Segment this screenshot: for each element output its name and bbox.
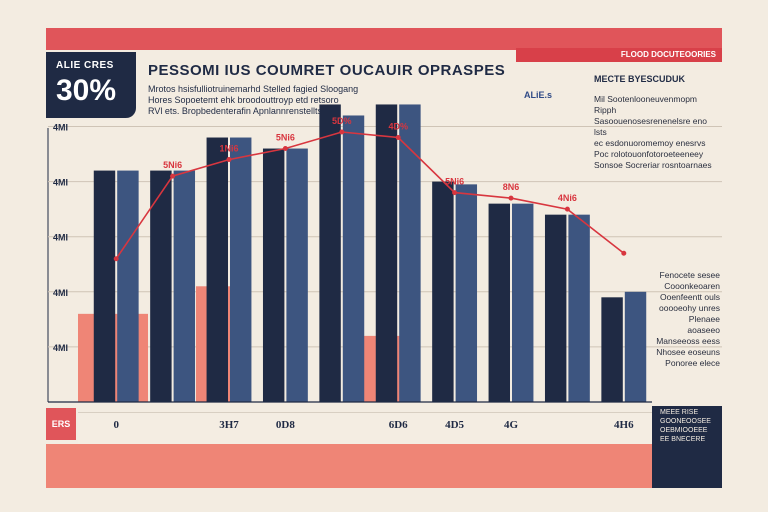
trend-point bbox=[508, 195, 514, 201]
annotation-line: ec esdonuoromemoy enesrvs bbox=[594, 138, 706, 148]
data-label: 8N6 bbox=[503, 182, 520, 192]
bar-primary bbox=[206, 137, 228, 402]
footer-band bbox=[46, 444, 652, 488]
annotation-line: Nhosee eoseuns bbox=[656, 347, 720, 357]
badge-value: 30% bbox=[56, 74, 117, 107]
trend-line bbox=[115, 131, 625, 260]
bar-secondary bbox=[568, 214, 590, 402]
data-label: 5Ni6 bbox=[163, 160, 182, 170]
data-label: 5Ni6 bbox=[445, 177, 464, 187]
trend-point bbox=[170, 173, 176, 179]
footer-info-box bbox=[652, 406, 722, 488]
bar-secondary bbox=[624, 291, 647, 402]
annotation-top-right: Mil Sootenlooneuvenmopm Ripph Sasoouenos… bbox=[594, 94, 720, 171]
annotation-right-mid: Fenocete sesee Cooonkeoaren Ooenfeentt o… bbox=[654, 270, 720, 369]
subtitle-line-1: Mrotos hsisfulliotruinemarhd Stelled fag… bbox=[148, 84, 359, 94]
annotation-line: Poc rolotouonfotoroeteeneey bbox=[594, 149, 704, 159]
badge-label: ALIE CRES bbox=[56, 60, 114, 71]
bar-primary bbox=[262, 148, 285, 402]
bar-secondary bbox=[230, 137, 252, 402]
trend-point bbox=[339, 129, 345, 135]
bar-secondary bbox=[399, 104, 421, 403]
footer-info-text: MEEE RISE GOONEOOSEE OEBMIOOEEE EE BNECE… bbox=[660, 408, 716, 444]
y-tick-label: 4MI bbox=[53, 123, 68, 133]
bar-secondary bbox=[173, 170, 196, 402]
bar-secondary bbox=[512, 203, 534, 402]
annotation-line: Plenaee aoaseeo bbox=[687, 314, 720, 335]
bar-primary bbox=[432, 181, 454, 402]
bar-secondary bbox=[342, 115, 365, 402]
x-tick-label: 4D5 bbox=[445, 419, 464, 431]
bar-annotation-label: ALiE.s bbox=[524, 90, 552, 100]
bar-primary bbox=[544, 214, 567, 402]
x-axis-band bbox=[78, 412, 652, 445]
bar-primary bbox=[375, 104, 398, 403]
x-tick-label: 0D8 bbox=[276, 419, 295, 431]
x-tick-label: 4H6 bbox=[614, 419, 634, 431]
header-band bbox=[46, 28, 722, 50]
x-tick-label: 4G bbox=[504, 419, 519, 431]
y-tick-label: 4MI bbox=[53, 233, 68, 243]
annotation-line: Sasoouenosesrenenelsre eno lsts bbox=[594, 116, 707, 137]
annotation-line: Ponoree elece bbox=[665, 358, 720, 368]
bar-primary bbox=[93, 170, 116, 402]
annotation-line: Manseeoss eess bbox=[656, 336, 720, 346]
footer-info-line: GOONEOOSEE bbox=[660, 418, 711, 425]
data-label: 5Ni6 bbox=[276, 133, 295, 143]
data-label: 1Ni6 bbox=[219, 144, 238, 154]
trend-point bbox=[452, 190, 458, 196]
x-tick-label: 0 bbox=[113, 419, 119, 431]
footer-info-line: MEEE RISE bbox=[660, 409, 699, 416]
legend-title: MECTE BYESCUDUK bbox=[594, 74, 686, 84]
footer-info-line: OEBMIOOEEE bbox=[660, 427, 708, 434]
chart-title: PESSOMI IUS COUMRET OUCAUIR OPRASPES bbox=[148, 62, 506, 79]
bar-secondary bbox=[117, 170, 139, 402]
y-tick-label: 4MI bbox=[53, 343, 68, 353]
trend-point bbox=[564, 206, 570, 212]
x-tick-label: 6D6 bbox=[389, 419, 408, 431]
bar-primary bbox=[319, 104, 341, 403]
data-label: 4Ni6 bbox=[558, 193, 577, 203]
y-tick-label: 4MI bbox=[53, 178, 68, 188]
subtitle-line-3: RVl ets. Bropbedenterafin Apnlannrenstel… bbox=[148, 106, 322, 116]
trend-point bbox=[282, 146, 288, 152]
subtitle-line-2: Hores Sopoetemt ehk broodouttroyp etd re… bbox=[148, 95, 339, 105]
annotation-line: Cooonkeoaren bbox=[664, 281, 720, 291]
y-tick-label: 4MI bbox=[53, 288, 68, 298]
annotation-line: Mil Sootenlooneuvenmopm Ripph bbox=[594, 94, 698, 115]
trend-point bbox=[395, 135, 401, 141]
highlight-badge: ALIE CRES 30% bbox=[46, 52, 136, 118]
data-label: 4D% bbox=[388, 122, 408, 132]
ribbon-label: FLOOD DOCUTEOORIES bbox=[516, 48, 722, 62]
bar-primary bbox=[601, 297, 623, 402]
bar-secondary bbox=[455, 184, 478, 402]
annotation-line: Fenocete sesee bbox=[659, 270, 720, 280]
left-tab-label: ERS bbox=[46, 408, 76, 440]
bar-primary bbox=[150, 170, 172, 402]
data-label: 5D% bbox=[332, 116, 352, 126]
trend-point bbox=[226, 157, 232, 163]
annotation-line: ooooeohy unres bbox=[659, 303, 720, 313]
annotation-line: Sonsoe Socreriar rosntoarnaes bbox=[594, 160, 712, 170]
footer-info-line: EE BNECERE bbox=[660, 436, 706, 443]
annotation-line: Ooenfeentt ouls bbox=[659, 292, 720, 302]
bar-secondary bbox=[286, 148, 308, 402]
trend-point bbox=[113, 256, 119, 262]
trend-point bbox=[621, 250, 627, 256]
bar-primary bbox=[488, 203, 510, 402]
x-tick-label: 3H7 bbox=[219, 419, 239, 431]
